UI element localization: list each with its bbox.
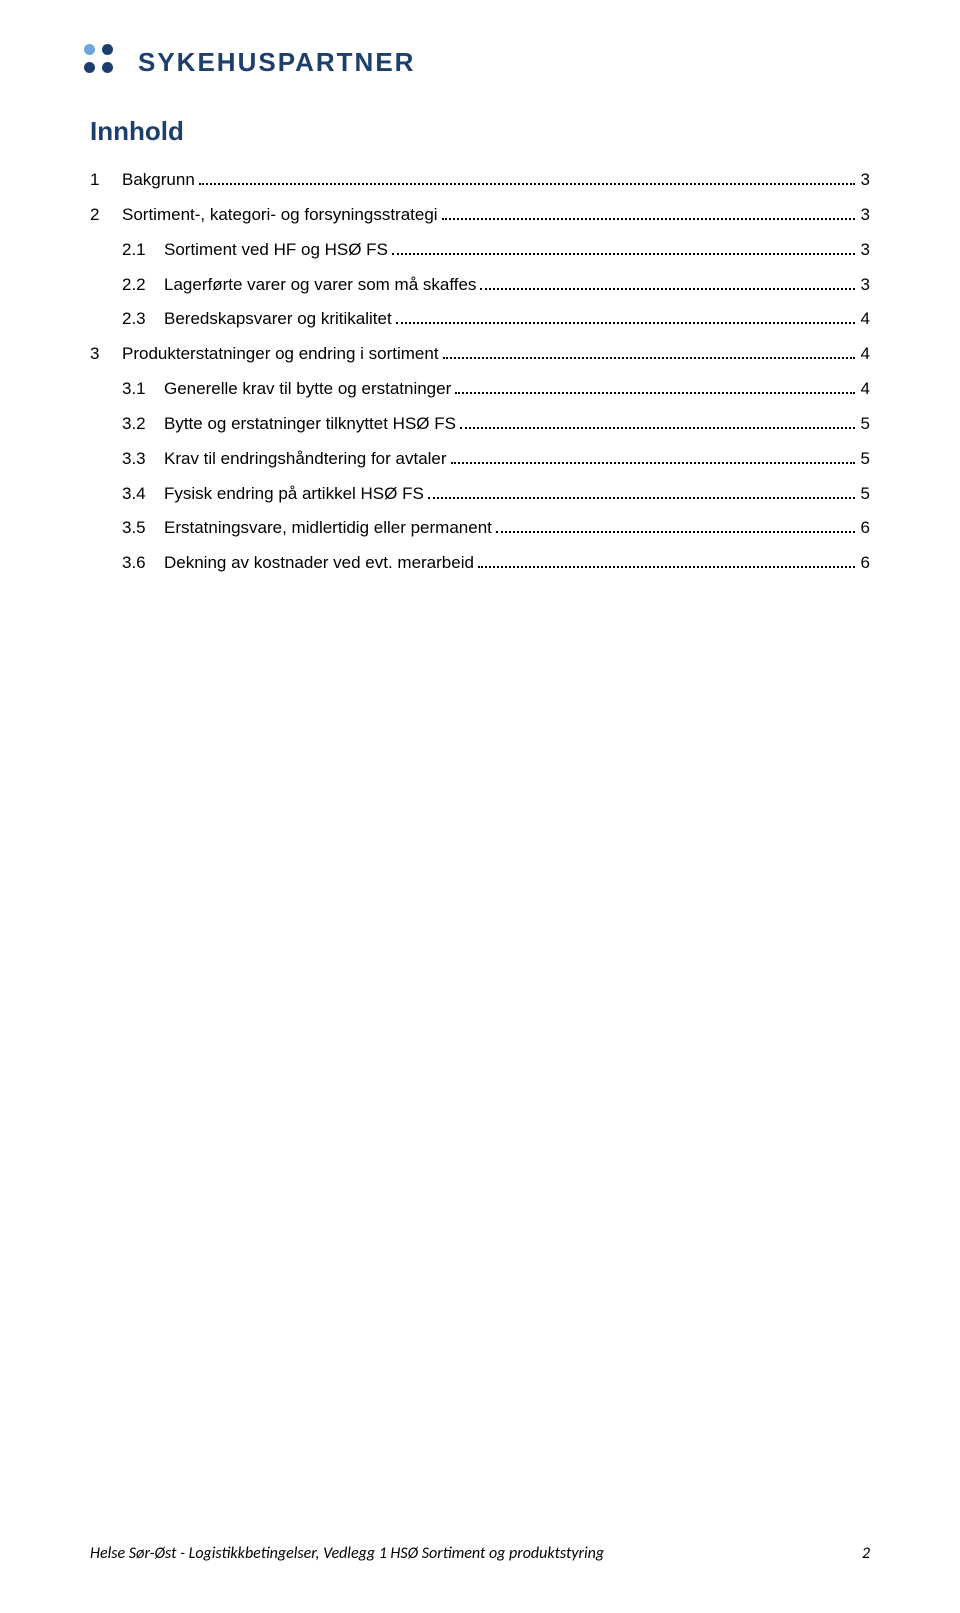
toc-entry[interactable]: 3.2Bytte og erstatninger tilknyttet HSØ … — [90, 407, 870, 442]
toc-entry-page: 3 — [859, 198, 870, 233]
page-footer: Helse Sør-Øst - Logistikkbetingelser, Ve… — [90, 1544, 870, 1563]
toc-entry-label: Krav til endringshåndtering for avtaler — [164, 442, 447, 477]
toc-entry-label: Bakgrunn — [122, 163, 195, 198]
document-page: SYKEHUSPARTNER Innhold 1Bakgrunn32Sortim… — [0, 0, 960, 1613]
toc-leader — [480, 288, 854, 290]
toc-leader — [460, 427, 855, 429]
toc-entry-page: 4 — [859, 302, 870, 337]
toc-leader — [451, 462, 855, 464]
footer-page-number: 2 — [862, 1544, 870, 1563]
footer-text: Helse Sør-Øst - Logistikkbetingelser, Ve… — [90, 1544, 604, 1563]
toc-leader — [455, 392, 854, 394]
toc-entry-page: 5 — [859, 407, 870, 442]
toc-entry[interactable]: 3.3Krav til endringshåndtering for avtal… — [90, 442, 870, 477]
toc-entry-label: Lagerførte varer og varer som må skaffes — [164, 268, 476, 303]
toc-entry-label: Sortiment-, kategori- og forsyningsstrat… — [122, 198, 438, 233]
logo-dot — [84, 62, 95, 73]
toc-entry[interactable]: 2.1Sortiment ved HF og HSØ FS 3 — [90, 233, 870, 268]
toc-leader — [442, 218, 855, 220]
toc-entry-page: 6 — [859, 511, 870, 546]
logo-dot — [102, 44, 113, 55]
toc-entry-number: 3.1 — [122, 372, 164, 407]
toc-entry-page: 3 — [859, 268, 870, 303]
toc-entry-page: 4 — [859, 337, 870, 372]
toc-entry-page: 4 — [859, 372, 870, 407]
toc-entry-number: 3 — [90, 337, 122, 372]
toc-entry-number: 3.2 — [122, 407, 164, 442]
toc-entry-number: 3.3 — [122, 442, 164, 477]
toc-entry-label: Dekning av kostnader ved evt. merarbeid — [164, 546, 474, 581]
toc-entry-label: Fysisk endring på artikkel HSØ FS — [164, 477, 424, 512]
toc-leader — [443, 357, 855, 359]
toc-entry-number: 2.1 — [122, 233, 164, 268]
toc-entry[interactable]: 3.1Generelle krav til bytte og erstatnin… — [90, 372, 870, 407]
toc-entry-page: 6 — [859, 546, 870, 581]
toc-leader — [396, 322, 855, 324]
brand-logo: SYKEHUSPARTNER — [80, 40, 870, 84]
toc-entry-number: 3.5 — [122, 511, 164, 546]
toc-entry-number: 2.3 — [122, 302, 164, 337]
toc-entry[interactable]: 3.5Erstatningsvare, midlertidig eller pe… — [90, 511, 870, 546]
toc-entry-number: 3.4 — [122, 477, 164, 512]
toc-entry-page: 5 — [859, 442, 870, 477]
logo-dot — [102, 62, 113, 73]
brand-name: SYKEHUSPARTNER — [138, 47, 415, 78]
toc-entry-page: 3 — [859, 233, 870, 268]
toc-entry-page: 3 — [859, 163, 870, 198]
toc-entry[interactable]: 2Sortiment-, kategori- og forsyningsstra… — [90, 198, 870, 233]
logo-dots-icon — [80, 40, 124, 84]
toc-entry-label: Erstatningsvare, midlertidig eller perma… — [164, 511, 492, 546]
toc-entry-label: Sortiment ved HF og HSØ FS — [164, 233, 388, 268]
toc-leader — [392, 253, 855, 255]
toc-entry-label: Bytte og erstatninger tilknyttet HSØ FS — [164, 407, 456, 442]
toc-entry-label: Produkterstatninger og endring i sortime… — [122, 337, 439, 372]
toc-title: Innhold — [90, 116, 870, 147]
toc-leader — [496, 531, 855, 533]
toc-leader — [478, 566, 855, 568]
toc-entry[interactable]: 2.2Lagerførte varer og varer som må skaf… — [90, 268, 870, 303]
toc-entry-number: 2.2 — [122, 268, 164, 303]
toc-entry-number: 3.6 — [122, 546, 164, 581]
toc-entry[interactable]: 2.3Beredskapsvarer og kritikalitet 4 — [90, 302, 870, 337]
toc-entry-page: 5 — [859, 477, 870, 512]
table-of-contents: 1Bakgrunn32Sortiment-, kategori- og fors… — [90, 163, 870, 581]
toc-entry-label: Beredskapsvarer og kritikalitet — [164, 302, 392, 337]
toc-leader — [199, 183, 855, 185]
toc-entry[interactable]: 3.4Fysisk endring på artikkel HSØ FS 5 — [90, 477, 870, 512]
toc-entry-label: Generelle krav til bytte og erstatninger — [164, 372, 451, 407]
toc-entry[interactable]: 1Bakgrunn 3 — [90, 163, 870, 198]
logo-dot — [84, 44, 95, 55]
toc-entry-number: 1 — [90, 163, 122, 198]
toc-entry[interactable]: 3Produkterstatninger og endring i sortim… — [90, 337, 870, 372]
toc-entry-number: 2 — [90, 198, 122, 233]
toc-leader — [428, 497, 855, 499]
toc-entry[interactable]: 3.6Dekning av kostnader ved evt. merarbe… — [90, 546, 870, 581]
